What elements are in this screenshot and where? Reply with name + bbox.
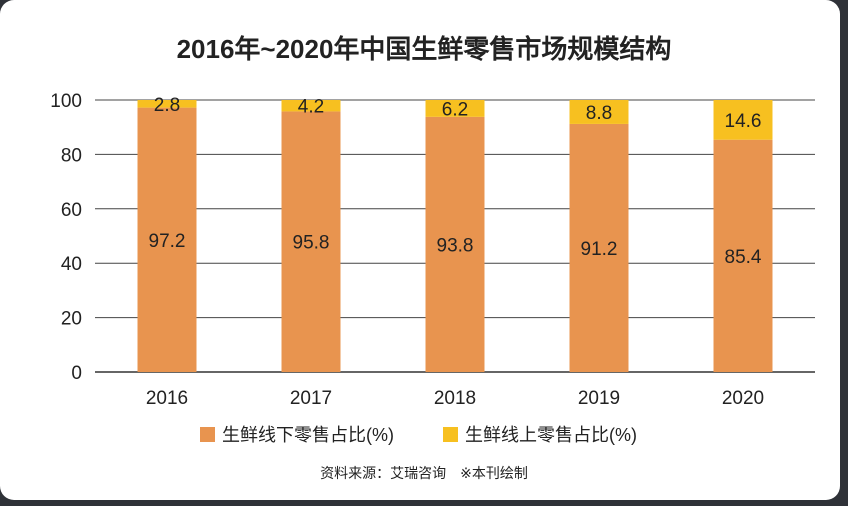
data-label-offline-2016: 97.2 (149, 231, 186, 252)
x-axis: 2016 2017 2018 2019 2020 (146, 388, 764, 409)
y-tick-label: 100 (50, 91, 82, 112)
chart-card: 2016年~2020年中国生鲜零售市场规模结构 0 20 40 60 80 100 97.… (0, 0, 840, 500)
bar-offline-2020 (713, 139, 773, 372)
y-tick-label: 40 (61, 254, 82, 275)
y-tick-label: 20 (61, 309, 82, 330)
bar-online-2017 (281, 100, 341, 112)
y-tick-label: 0 (71, 363, 82, 384)
bar-online-2018 (425, 100, 485, 117)
bar-online-2019 (569, 100, 629, 124)
x-tick-label-2018: 2018 (434, 388, 476, 409)
bar-online-2020 (713, 100, 773, 140)
legend-swatch-online (443, 427, 458, 442)
bar-online-2016 (137, 100, 197, 108)
x-tick-label-2020: 2020 (722, 388, 764, 409)
x-tick-label-2016: 2016 (146, 388, 188, 409)
data-label-offline-2020: 85.4 (725, 247, 762, 268)
data-label-online-2017: 4.2 (298, 97, 324, 118)
data-label-offline-2018: 93.8 (437, 235, 474, 256)
y-tick-label: 80 (61, 145, 82, 166)
y-axis: 0 20 40 60 80 100 (50, 91, 82, 384)
source-note: 资料来源：艾瑞咨询 ※本刊绘制 (320, 465, 528, 481)
data-label-offline-2017: 95.8 (293, 233, 330, 254)
stacked-bar-chart: 2016年~2020年中国生鲜零售市场规模结构 0 20 40 60 80 100 97.… (50, 34, 815, 481)
legend-swatch-offline (200, 427, 215, 442)
data-label-online-2016: 2.8 (154, 95, 180, 116)
legend: 生鲜线下零售占比(%) 生鲜线上零售占比(%) (200, 425, 637, 445)
bar-offline-2017 (281, 111, 341, 372)
bar-offline-2018 (425, 116, 485, 372)
data-label-online-2019: 8.8 (586, 103, 612, 124)
legend-label-online: 生鲜线上零售占比(%) (465, 425, 637, 445)
data-label-offline-2019: 91.2 (581, 239, 618, 260)
x-tick-label-2019: 2019 (578, 388, 620, 409)
bar-offline-2016 (137, 107, 197, 372)
y-tick-label: 60 (61, 200, 82, 221)
x-tick-label-2017: 2017 (290, 388, 332, 409)
legend-label-offline: 生鲜线下零售占比(%) (222, 425, 394, 445)
chart-title: 2016年~2020年中国生鲜零售市场规模结构 (177, 34, 672, 64)
data-label-online-2018: 6.2 (442, 99, 468, 120)
bar-offline-2019 (569, 123, 629, 372)
data-label-online-2020: 14.6 (725, 111, 762, 132)
bars: 97.2 2.8 95.8 4.2 93.8 6.2 91.2 8.8 85.4 14.6 (137, 95, 773, 372)
